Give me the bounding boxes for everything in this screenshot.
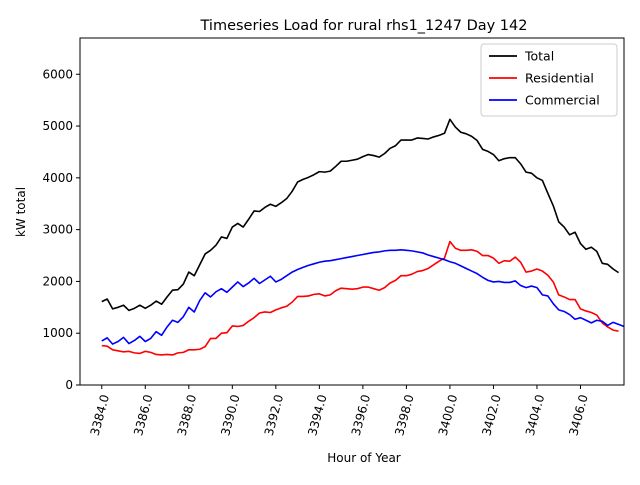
legend-label-residential: Residential	[525, 71, 594, 86]
y-tick-label: 0	[65, 378, 73, 392]
y-tick-label: 6000	[42, 67, 73, 81]
y-tick-label: 2000	[42, 274, 73, 288]
y-axis-label: kW total	[14, 187, 28, 237]
y-tick-label: 3000	[42, 223, 73, 237]
chart-title: Timeseries Load for rural rhs1_1247 Day …	[200, 18, 528, 34]
y-tick-label: 5000	[42, 119, 73, 133]
legend-label-total: Total	[524, 49, 554, 64]
series-line-commercial	[101, 249, 625, 345]
x-axis-label: Hour of Year	[327, 451, 401, 465]
legend-label-commercial: Commercial	[525, 93, 600, 108]
y-tick-label: 4000	[42, 171, 73, 185]
y-tick-label: 1000	[42, 326, 73, 340]
legend-box	[480, 43, 618, 117]
legend: Total Residential Commercial	[480, 43, 618, 117]
series-line-total	[101, 118, 620, 312]
axes-frame	[79, 37, 625, 386]
series-line-residential	[101, 240, 619, 356]
